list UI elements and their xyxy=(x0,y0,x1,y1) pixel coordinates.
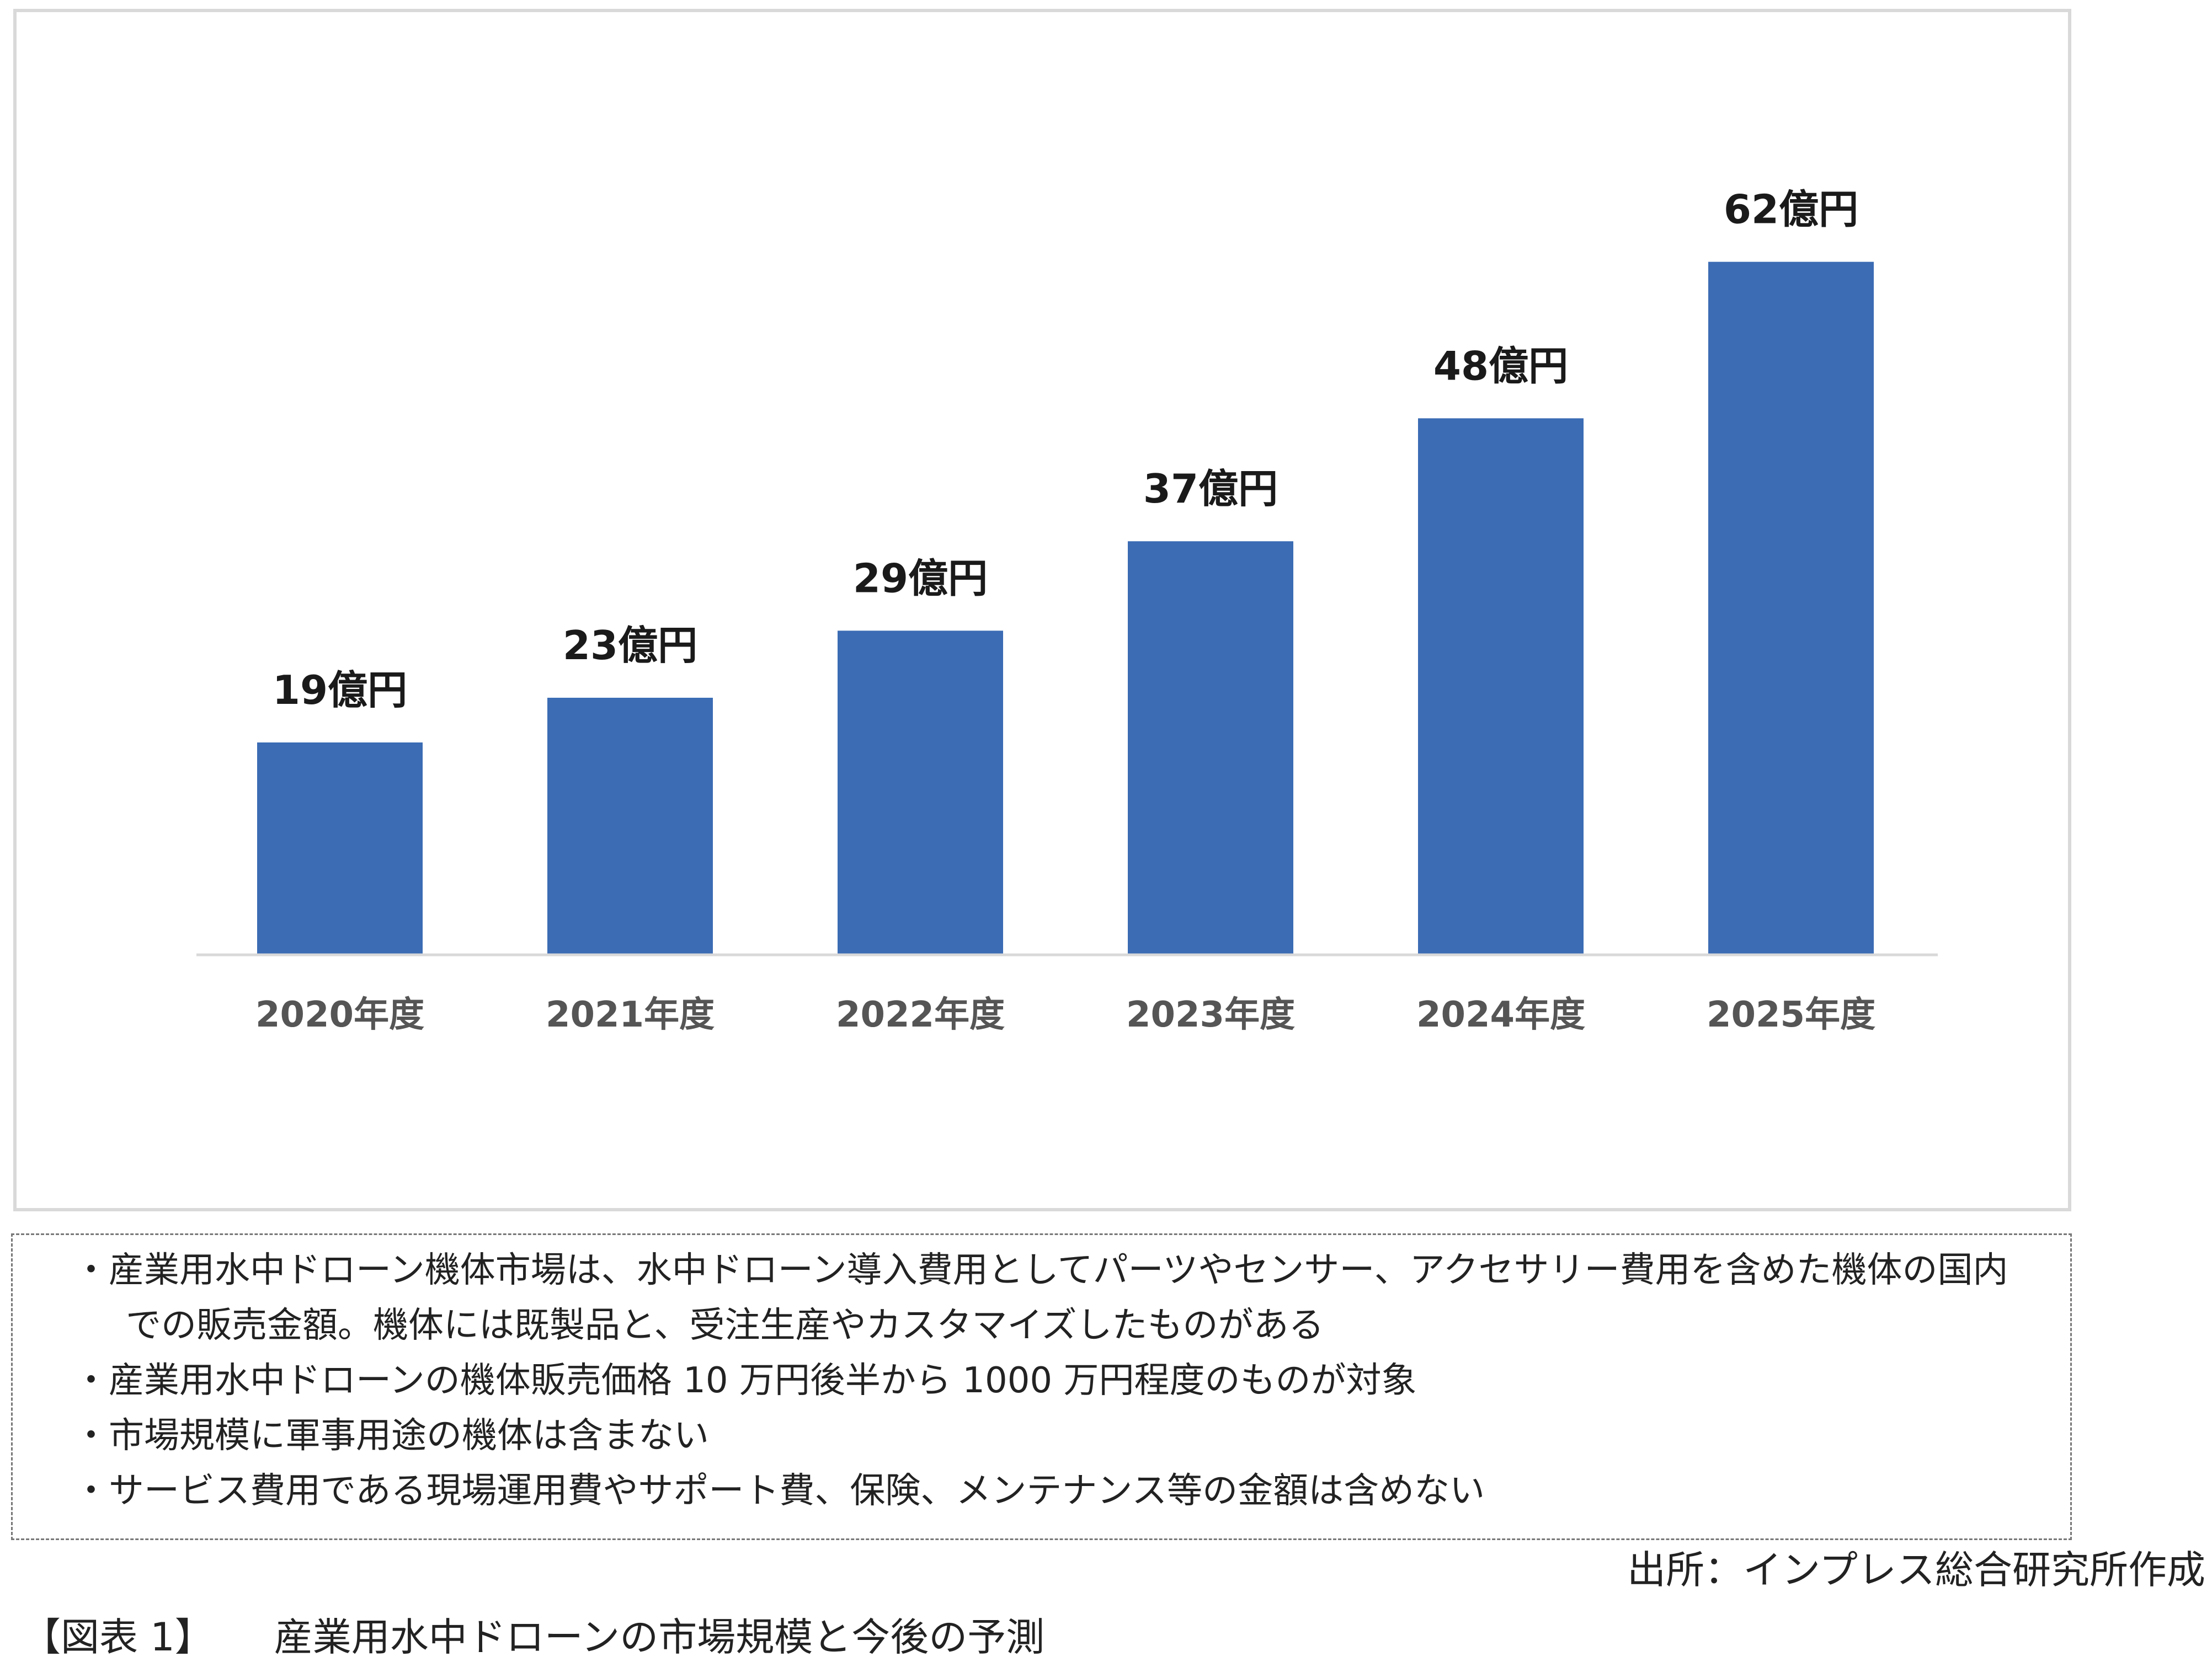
x-tick-label-2025年度: 2025年度 xyxy=(1707,995,1875,1035)
chart-frame: 19億円 23億円 29億円 37億円 48億円 62億円 2020年度 2021年度 202… xyxy=(13,9,2071,1211)
bar-2020年度 xyxy=(257,742,423,955)
data-label-2022年度: 29億円 xyxy=(853,555,988,601)
bar-2025年度 xyxy=(1708,261,1874,955)
bar-2021年度 xyxy=(547,697,713,955)
note-line-1: ・産業用水中ドローン機体市場は、水中ドローン導入費用としてパーツやセンサー、アク… xyxy=(73,1250,2008,1291)
data-label-2023年度: 37億円 xyxy=(1143,466,1278,512)
note-line-3: ・市場規模に軍事用途の機体は含まない xyxy=(73,1415,709,1456)
note-line-4: ・サービス費用である現場運用費やサポート費、保険、メンテナンス等の金額は含めない xyxy=(73,1471,1485,1511)
x-tick-label-2022年度: 2022年度 xyxy=(836,995,1005,1035)
note-line-2: ・産業用水中ドローンの機体販売価格 10 万円後半から 1000 万円程度のもの… xyxy=(73,1360,1417,1401)
data-label-2025年度: 62億円 xyxy=(1724,186,1858,233)
source-credit: 出所：インプレス総合研究所作成 xyxy=(1627,1547,2205,1592)
notes-box: ・産業用水中ドローン機体市場は、水中ドローン導入費用としてパーツやセンサー、アク… xyxy=(11,1233,2072,1540)
data-label-2020年度: 19億円 xyxy=(273,667,407,713)
data-label-2024年度: 48億円 xyxy=(1433,343,1568,389)
caption-title: 産業用水中ドローンの市場規模と今後の予測 xyxy=(274,1615,1045,1660)
bar-2022年度 xyxy=(838,630,1003,955)
figure-caption: 【図表 1】 産業用水中ドローンの市場規模と今後の予測 xyxy=(22,1606,1044,1662)
bar-2024年度 xyxy=(1418,418,1584,955)
x-tick-label-2023年度: 2023年度 xyxy=(1126,995,1295,1035)
x-tick-label-2020年度: 2020年度 xyxy=(255,995,424,1035)
data-label-2021年度: 23億円 xyxy=(563,622,697,669)
bar-chart: 19億円 23億円 29億円 37億円 48億円 62億円 2020年度 2021年度 202… xyxy=(196,186,1938,1035)
x-tick-label-2021年度: 2021年度 xyxy=(546,995,715,1035)
caption-number: 【図表 1】 xyxy=(22,1615,214,1660)
note-line-1-continued: での販売金額。機体には既製品と、受注生産やカスタマイズしたものがある xyxy=(126,1305,1324,1346)
x-tick-label-2024年度: 2024年度 xyxy=(1416,995,1585,1035)
bar-2023年度 xyxy=(1128,541,1293,955)
